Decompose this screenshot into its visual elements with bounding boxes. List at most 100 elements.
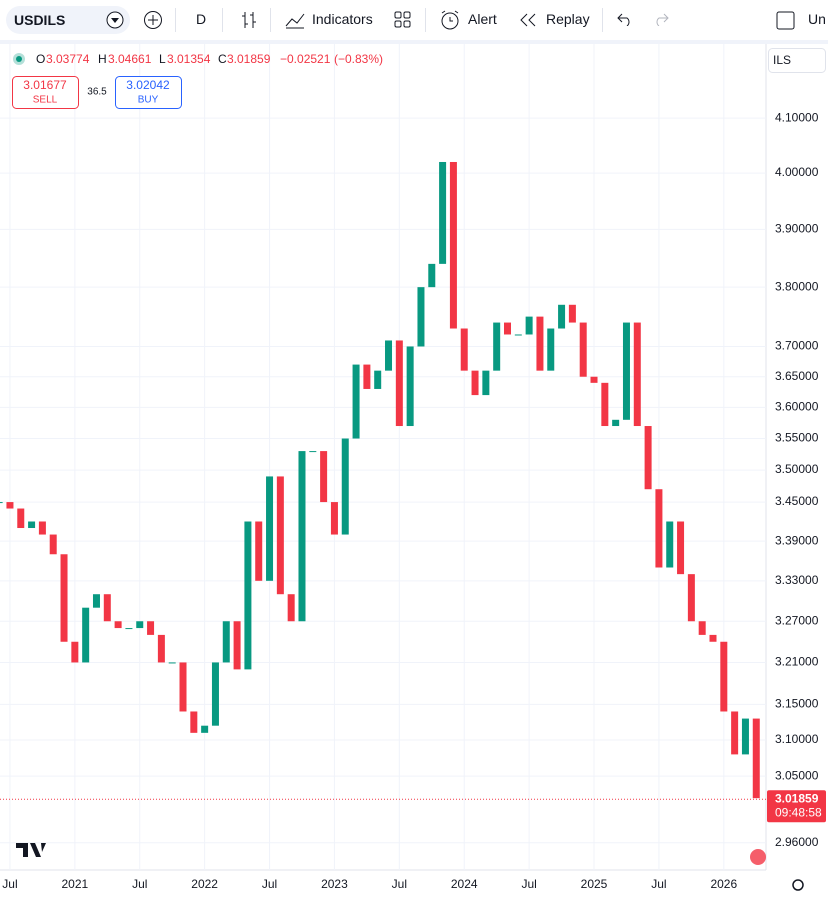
y-tick-label: 3.33000 bbox=[775, 573, 819, 587]
buy-button[interactable] bbox=[115, 76, 182, 109]
candle bbox=[363, 364, 371, 389]
change-value: −0.02521 bbox=[280, 52, 331, 66]
alert-icon[interactable] bbox=[439, 9, 461, 31]
compare-button[interactable] bbox=[143, 10, 163, 30]
x-tick-label: Jul bbox=[2, 877, 17, 891]
symbol-search[interactable]: USDILS bbox=[6, 6, 130, 34]
x-tick-label: 2026 bbox=[710, 877, 737, 891]
account-button[interactable]: Un bbox=[808, 11, 826, 27]
candle bbox=[579, 322, 587, 377]
symbol: USDILS bbox=[14, 12, 66, 28]
y-tick-label: 3.27000 bbox=[775, 613, 819, 627]
candle bbox=[720, 641, 728, 712]
x-tick-label: Jul bbox=[651, 877, 666, 891]
spread: 36.5 bbox=[87, 87, 107, 98]
separator bbox=[222, 8, 223, 32]
x-tick-label: Jul bbox=[521, 877, 536, 891]
candle bbox=[103, 594, 111, 622]
y-tick-label: 3.45000 bbox=[775, 494, 819, 508]
candle bbox=[157, 634, 165, 663]
candle bbox=[71, 641, 79, 663]
close-value: 3.01859 bbox=[227, 52, 271, 66]
y-tick-label: 3.39000 bbox=[775, 533, 819, 547]
alert-button[interactable]: Alert bbox=[468, 11, 497, 27]
candle bbox=[276, 476, 284, 595]
candle bbox=[525, 316, 533, 335]
y-tick-label: 3.10000 bbox=[775, 732, 819, 746]
layout-icon[interactable] bbox=[776, 11, 796, 31]
indicators-icon[interactable] bbox=[284, 10, 306, 30]
candle bbox=[644, 426, 652, 490]
y-tick-label: 4.00000 bbox=[775, 165, 819, 179]
candle bbox=[298, 451, 306, 622]
replay-button[interactable]: Replay bbox=[546, 11, 590, 27]
candle bbox=[28, 521, 36, 529]
separator bbox=[602, 8, 603, 32]
candle bbox=[558, 304, 566, 329]
candle bbox=[741, 718, 749, 755]
y-tick-label: 4.10000 bbox=[775, 110, 819, 124]
candle bbox=[309, 451, 317, 453]
candle bbox=[266, 476, 274, 581]
candle bbox=[417, 287, 425, 347]
price-label: 3.01859 bbox=[775, 791, 819, 805]
y-tick-label: 3.80000 bbox=[775, 279, 819, 293]
x-tick-label: 2022 bbox=[191, 877, 218, 891]
candle bbox=[374, 370, 382, 389]
candle bbox=[255, 521, 263, 581]
separator bbox=[425, 8, 426, 32]
grid bbox=[0, 44, 766, 870]
y-tick-label: 3.05000 bbox=[775, 768, 819, 782]
flag-icon bbox=[750, 849, 766, 865]
candle bbox=[482, 370, 490, 396]
candle bbox=[136, 621, 144, 629]
candle bbox=[471, 370, 479, 396]
x-tick-label: 2023 bbox=[321, 877, 348, 891]
candle bbox=[698, 621, 706, 635]
x-tick-label: 2021 bbox=[61, 877, 88, 891]
candle bbox=[655, 489, 663, 568]
countdown: 09:48:58 bbox=[775, 805, 822, 819]
y-tick-label: 3.65000 bbox=[775, 369, 819, 383]
y-tick-label: 3.60000 bbox=[775, 400, 819, 414]
candle bbox=[687, 574, 695, 622]
candle bbox=[179, 662, 187, 712]
candle bbox=[6, 502, 14, 509]
candle bbox=[330, 502, 338, 535]
candle bbox=[125, 628, 133, 630]
candle bbox=[612, 419, 620, 427]
candle bbox=[233, 621, 241, 670]
sell-price: 3.01677 bbox=[23, 78, 67, 92]
candle bbox=[590, 376, 598, 383]
y-tick-label: 2.96000 bbox=[775, 835, 819, 849]
redo-button[interactable] bbox=[652, 12, 670, 26]
candle bbox=[168, 662, 176, 664]
undo-button[interactable] bbox=[616, 12, 634, 26]
replay-icon[interactable] bbox=[519, 12, 537, 28]
candle bbox=[222, 621, 230, 663]
y-tick-label: 3.50000 bbox=[775, 462, 819, 476]
chart-type-button[interactable] bbox=[240, 10, 258, 30]
sell-button[interactable] bbox=[12, 76, 79, 109]
layouts-button[interactable] bbox=[394, 11, 412, 29]
indicators-button[interactable]: Indicators bbox=[312, 11, 373, 27]
separator bbox=[270, 8, 271, 32]
x-tick-label: 2025 bbox=[581, 877, 608, 891]
tradingview-logo bbox=[16, 843, 46, 857]
settings-button[interactable] bbox=[792, 879, 804, 891]
candle bbox=[92, 594, 100, 608]
interval[interactable]: D bbox=[196, 11, 207, 27]
market-status-dot bbox=[16, 56, 22, 62]
y-tick-label: 3.55000 bbox=[775, 431, 819, 445]
currency-button[interactable] bbox=[768, 48, 826, 73]
candle bbox=[49, 534, 57, 555]
candle bbox=[385, 340, 393, 371]
candle bbox=[190, 711, 198, 733]
candle bbox=[439, 161, 447, 264]
change-percent: (−0.83%) bbox=[334, 52, 383, 66]
buy-label: BUY bbox=[138, 95, 159, 106]
candle bbox=[503, 322, 511, 335]
open-value: 3.03774 bbox=[46, 52, 90, 66]
price-label-box bbox=[767, 790, 826, 823]
